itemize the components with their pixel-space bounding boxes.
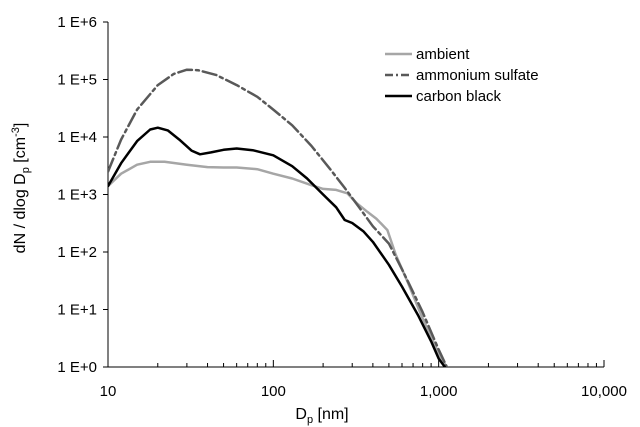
legend: ambient ammonium sulfate carbon black bbox=[385, 46, 539, 105]
y-tick-label: 1 E+6 bbox=[57, 14, 97, 31]
y-axis-title-main: dN / dlog D bbox=[12, 173, 29, 253]
series-layer bbox=[108, 68, 449, 367]
y-tick-label: 1 E+2 bbox=[57, 244, 97, 261]
y-axis-title-unit-open: [cm bbox=[12, 137, 29, 167]
x-axis-title-main: D bbox=[295, 406, 307, 423]
y-axis-title-subscript: p bbox=[20, 167, 32, 173]
y-tick-label: 1 E+3 bbox=[57, 187, 97, 204]
x-axis-title-unit: [nm] bbox=[313, 406, 349, 423]
x-axis-title-subscript: p bbox=[307, 414, 313, 426]
y-axis-title-unit-close: ] bbox=[12, 123, 29, 127]
y-axis-title: dN / dlog Dp [cm-3] bbox=[10, 123, 32, 254]
y-tick-label: 1 E+5 bbox=[57, 72, 97, 89]
y-tick-label: 1 E+1 bbox=[57, 302, 97, 319]
series-line-ammonium-sulfate bbox=[108, 68, 449, 367]
y-axis: 1 E+0 1 E+1 1 E+2 1 E+3 1 E+4 1 E+5 1 E+6 bbox=[57, 14, 108, 376]
x-tick-label: 1,000 bbox=[420, 383, 458, 400]
series-line-ambient bbox=[108, 160, 449, 367]
legend-label-carbon-black: carbon black bbox=[416, 88, 502, 105]
x-axis: 10 100 1,000 10,000 bbox=[100, 360, 627, 400]
y-tick-label: 1 E+0 bbox=[57, 359, 97, 376]
legend-label-ambient: ambient bbox=[416, 46, 470, 63]
legend-label-ammonium-sulfate: ammonium sulfate bbox=[416, 67, 539, 84]
x-tick-label: 100 bbox=[261, 383, 286, 400]
x-tick-label: 10 bbox=[100, 383, 117, 400]
y-axis-title-superscript: -3 bbox=[10, 127, 22, 137]
series-line-carbon-black bbox=[108, 126, 447, 367]
x-axis-title: Dp [nm] bbox=[295, 406, 348, 426]
x-tick-label: 10,000 bbox=[581, 383, 627, 400]
y-tick-label: 1 E+4 bbox=[57, 129, 97, 146]
